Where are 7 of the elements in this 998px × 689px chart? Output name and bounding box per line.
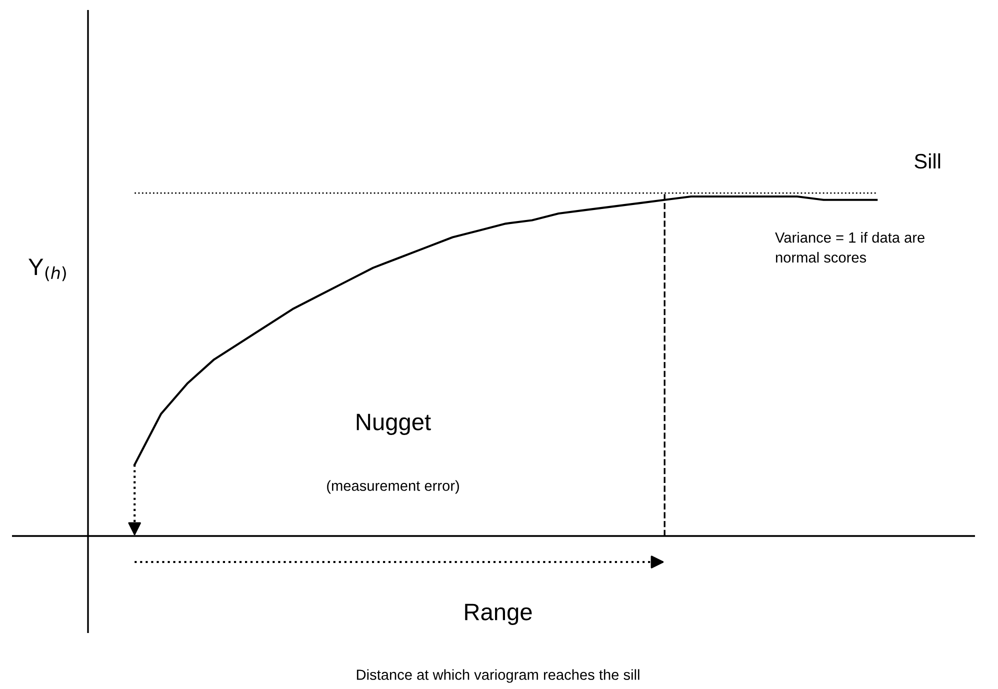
ref-line-label: Sill xyxy=(914,153,940,169)
text: Distance at which variogram reaches the sill xyxy=(356,669,640,683)
annotation: (measurement error) xyxy=(327,480,459,494)
y-axis-title: Y$_{(h)}$ xyxy=(28,258,66,282)
annotation: Variance = 1 if data are normal scores xyxy=(775,232,924,263)
annotation: Nugget xyxy=(356,414,431,436)
text: Range xyxy=(465,604,532,626)
